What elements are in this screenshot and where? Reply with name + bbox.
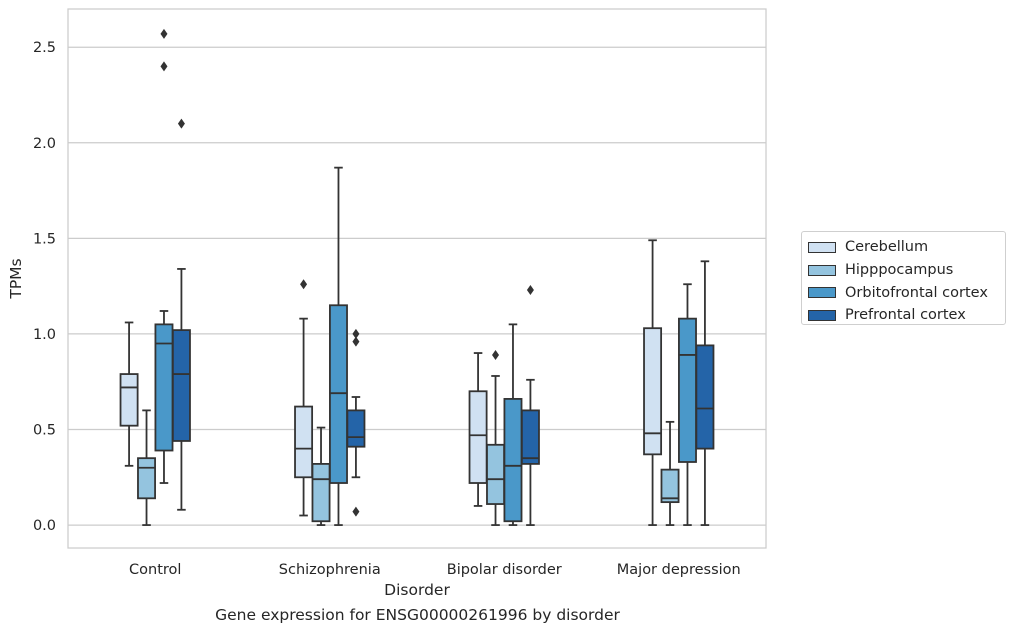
chart-caption: Gene expression for ENSG00000261996 by d…	[215, 606, 620, 624]
y-axis-label: TPMs	[7, 258, 25, 299]
x-axis-label: Disorder	[384, 581, 450, 599]
outlier-bipolar-disorder-prefrontal-cortex	[526, 284, 534, 295]
legend-swatch-orbitofrontal-cortex	[808, 287, 836, 299]
legend-item-cerebellum: Cerebellum	[808, 236, 1005, 259]
box-control-cerebellum	[119, 373, 139, 427]
legend-label-orbitofrontal-cortex: Orbitofrontal cortex	[845, 284, 988, 301]
box-schizophrenia-cerebellum	[294, 405, 314, 479]
box-schizophrenia-prefrontal-cortex	[346, 409, 366, 448]
legend-label-prefrontal-cortex: Prefrontal cortex	[845, 307, 966, 324]
y-tick-label: 0.5	[33, 422, 56, 438]
outlier-control-orbitofrontal-cortex	[160, 28, 168, 39]
box-bipolar-disorder-prefrontal-cortex	[520, 409, 540, 465]
legend-item-hipppocampus: Hipppocampus	[808, 259, 1005, 282]
legend-swatch-hipppocampus	[808, 264, 836, 276]
legend: Cerebellum Hipppocampus Orbitofrontal co…	[801, 231, 1006, 325]
box-schizophrenia-hipppocampus	[311, 463, 331, 523]
outlier-bipolar-disorder-hipppocampus	[492, 349, 500, 360]
y-tick-label: 2.5	[33, 40, 56, 56]
legend-item-orbitofrontal-cortex: Orbitofrontal cortex	[808, 281, 1005, 304]
outlier-schizophrenia-prefrontal-cortex	[352, 336, 360, 347]
legend-item-prefrontal-cortex: Prefrontal cortex	[808, 304, 1005, 327]
legend-swatch-prefrontal-cortex	[808, 309, 836, 321]
y-tick-label: 1.0	[33, 327, 56, 343]
outlier-schizophrenia-prefrontal-cortex	[352, 328, 360, 339]
y-tick-label: 1.5	[33, 231, 56, 247]
box-major-depression-cerebellum	[643, 327, 663, 456]
legend-swatch-cerebellum	[808, 241, 836, 253]
box-schizophrenia-orbitofrontal-cortex	[329, 304, 348, 484]
outlier-schizophrenia-prefrontal-cortex	[352, 506, 360, 517]
boxes	[119, 28, 715, 526]
plot-frame	[67, 8, 767, 549]
box-bipolar-disorder-orbitofrontal-cortex	[503, 398, 523, 523]
x-tick-label: Schizophrenia	[279, 562, 381, 578]
box-major-depression-prefrontal-cortex	[695, 344, 715, 450]
x-tick-label: Major depression	[617, 562, 741, 578]
box-bipolar-disorder-cerebellum	[468, 390, 488, 484]
legend-label-hipppocampus: Hipppocampus	[845, 262, 954, 279]
box-major-depression-hipppocampus	[660, 468, 680, 504]
y-tick-label: 2.0	[33, 136, 56, 152]
x-axis-ticks: Control Schizophrenia Bipolar disorder Majo…	[129, 562, 741, 578]
outlier-control-prefrontal-cortex	[177, 118, 185, 129]
outlier-control-orbitofrontal-cortex	[160, 61, 168, 72]
y-axis-ticks: 0.0 0.5 1.0 1.5 2.0 2.5	[33, 40, 56, 534]
box-major-depression-orbitofrontal-cortex	[678, 317, 697, 463]
y-tick-label: 0.0	[33, 518, 56, 534]
legend-label-cerebellum: Cerebellum	[845, 239, 929, 256]
box-control-prefrontal-cortex	[171, 329, 191, 442]
box-bipolar-disorder-hipppocampus	[486, 443, 505, 505]
box-control-hipppocampus	[137, 457, 156, 500]
x-tick-label: Bipolar disorder	[447, 562, 562, 578]
outlier-schizophrenia-cerebellum	[300, 279, 308, 290]
x-tick-label: Control	[129, 562, 181, 578]
